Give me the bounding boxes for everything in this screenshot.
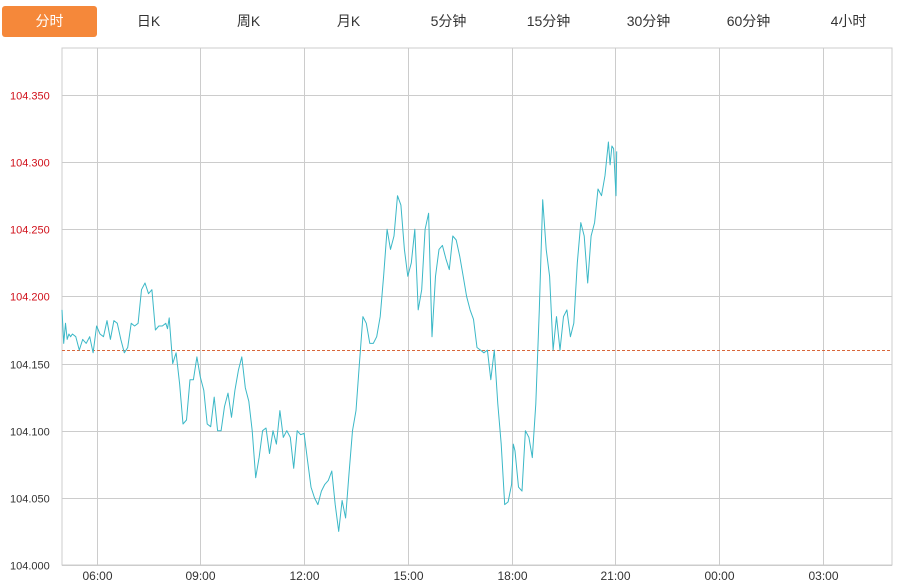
tab-60-minute[interactable]: 60分钟 [726, 13, 771, 29]
plot-frame [61, 47, 893, 566]
y-tick-label: 104.300 [10, 158, 50, 170]
price-series [61, 141, 618, 532]
chart-grid [61, 47, 893, 566]
tab-30-minute[interactable]: 30分钟 [626, 13, 671, 29]
y-tick-label: 104.050 [10, 494, 50, 506]
tab-intraday[interactable]: 分时 [2, 6, 97, 37]
y-tick-label: 104.200 [10, 292, 50, 304]
y-tick-label: 104.350 [10, 91, 50, 103]
x-tick-label: 18:00 [497, 569, 527, 583]
tab-daily-k[interactable]: 日K [136, 13, 161, 29]
x-tick-label: 03:00 [808, 569, 838, 583]
chart-period-tabs: 分时 日K 周K 月K 5分钟 15分钟 30分钟 60分钟 4小时 [0, 0, 899, 44]
x-tick-label: 06:00 [82, 569, 112, 583]
y-tick-label: 104.250 [10, 225, 50, 237]
tab-monthly-k[interactable]: 月K [336, 13, 361, 29]
x-tick-label: 00:00 [704, 569, 734, 583]
price-line [61, 141, 618, 532]
x-tick-label: 15:00 [393, 569, 423, 583]
y-tick-label: 104.100 [10, 427, 50, 439]
x-axis: 06:00 09:00 12:00 15:00 18:00 21:00 00:00 03:00 [82, 569, 838, 583]
tab-15-minute[interactable]: 15分钟 [526, 13, 571, 29]
x-tick-label: 12:00 [289, 569, 319, 583]
y-axis: 104.000 104.050 104.100 104.150 104.200 104.2… [10, 91, 50, 573]
x-tick-label: 09:00 [185, 569, 215, 583]
tab-4-hour[interactable]: 4小时 [830, 13, 867, 29]
tab-5-minute[interactable]: 5分钟 [430, 13, 467, 29]
tab-weekly-k[interactable]: 周K [236, 13, 261, 29]
x-tick-label: 21:00 [600, 569, 630, 583]
y-tick-label: 104.150 [10, 360, 50, 372]
y-tick-label: 104.000 [10, 561, 50, 573]
